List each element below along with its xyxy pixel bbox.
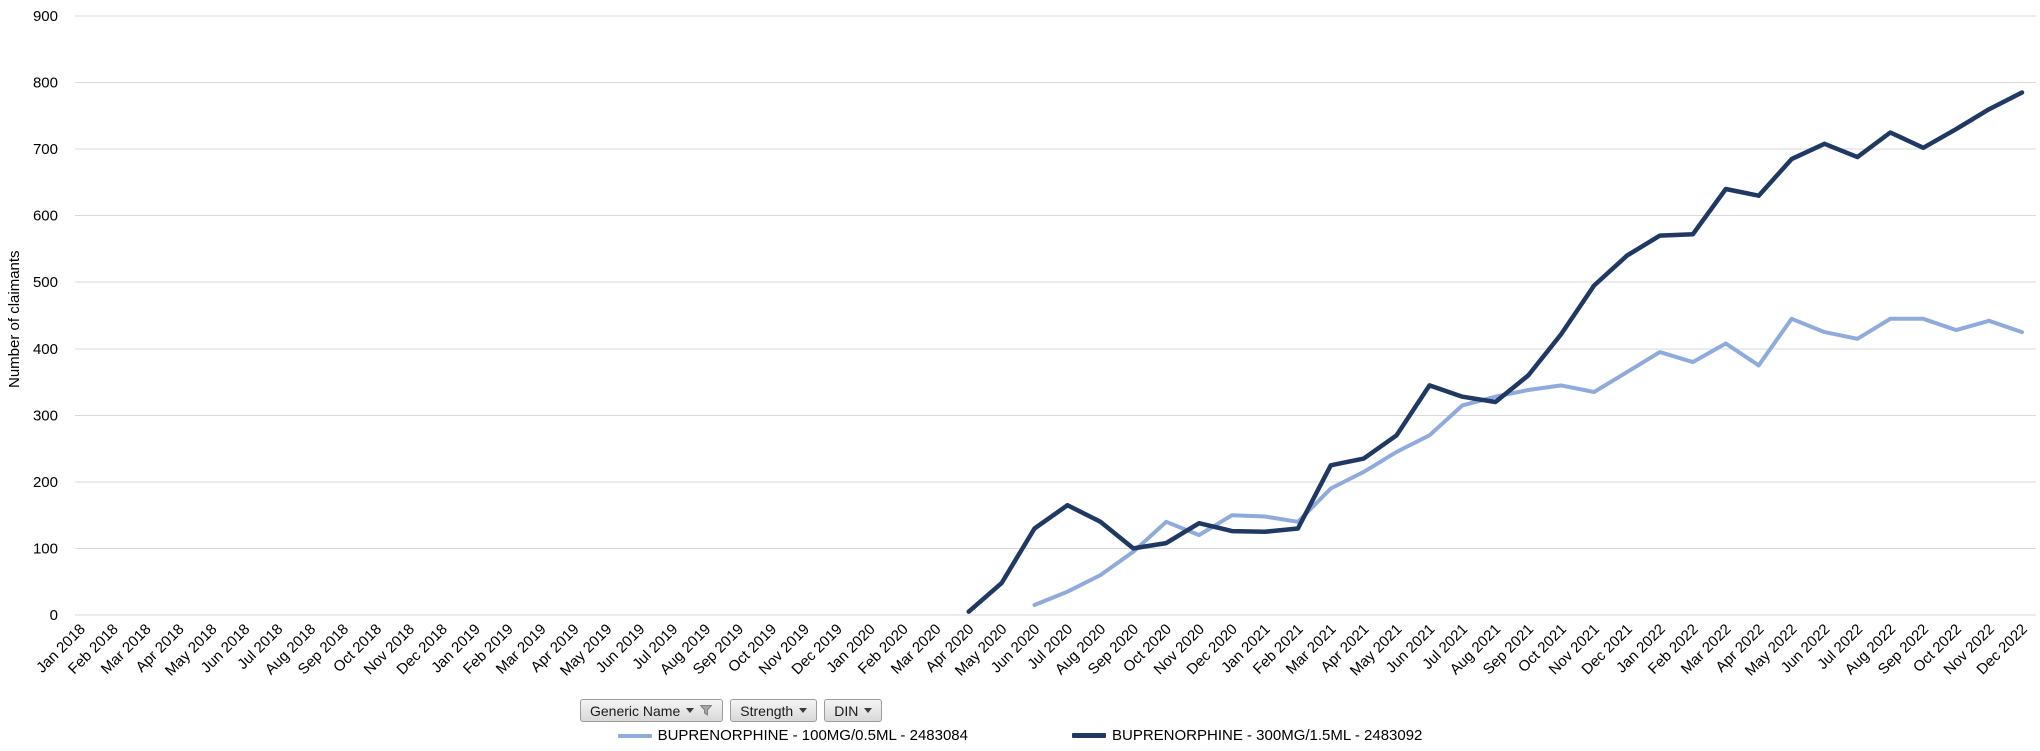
legend-swatch-light-blue-line <box>617 733 652 738</box>
chart-legend: BUPRENORPHINE - 100MG/0.5ML - 2483084 BU… <box>0 727 2040 744</box>
y-axis-tick-label: 200 <box>33 474 58 491</box>
y-axis-tick-label: 800 <box>33 75 58 92</box>
y-axis-tick-label: 0 <box>50 607 58 624</box>
dropdown-arrow-icon <box>864 708 873 713</box>
field-button-label: Strength <box>740 702 794 719</box>
y-axis-tick-label: 100 <box>33 540 58 557</box>
series-line-2483084 <box>1032 316 2024 607</box>
legend-item: BUPRENORPHINE - 300MG/1.5ML - 2483092 <box>1072 727 1422 744</box>
legend-swatch-dark-navy-line <box>1072 733 1106 738</box>
field-button-strength[interactable]: Strength <box>730 699 818 722</box>
legend-label: BUPRENORPHINE - 100MG/0.5ML - 2483084 <box>657 727 968 744</box>
y-axis-tick-label: 400 <box>33 341 58 358</box>
filter-icon <box>700 705 713 716</box>
y-axis-tick-label: 900 <box>33 8 58 25</box>
field-button-label: DIN <box>834 702 859 719</box>
legend-label: BUPRENORPHINE - 300MG/1.5ML - 2483092 <box>1112 727 1423 744</box>
y-axis-tick-label: 500 <box>33 274 58 291</box>
y-axis-tick-label: 700 <box>33 141 58 158</box>
pivot-field-buttons: Generic Name Strength DIN <box>580 699 883 722</box>
dropdown-arrow-icon <box>686 708 695 713</box>
y-axis-tick-label: 600 <box>33 208 58 225</box>
series-line-2483092 <box>966 90 2025 614</box>
dropdown-arrow-icon <box>799 708 808 713</box>
y-axis-title: Number of claimants <box>6 250 23 388</box>
y-axis-tick-label: 300 <box>33 407 58 424</box>
legend-item: BUPRENORPHINE - 100MG/0.5ML - 2483084 <box>617 727 968 744</box>
field-button-label: Generic Name <box>590 702 681 719</box>
field-button-generic-name[interactable]: Generic Name <box>580 699 724 722</box>
field-button-din[interactable]: DIN <box>824 699 883 722</box>
